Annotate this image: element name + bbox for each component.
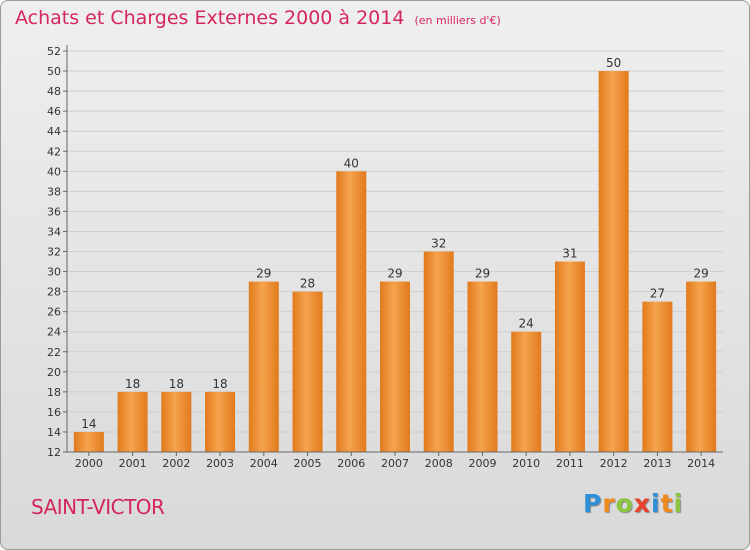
data-label-2006: 40	[344, 156, 359, 170]
data-label-2002: 18	[169, 377, 184, 391]
x-tick-label-2014: 2014	[687, 457, 715, 470]
y-tick-label: 16	[47, 406, 61, 419]
x-tick-label-2012: 2012	[600, 457, 628, 470]
commune-name: SAINT-VICTOR	[31, 495, 165, 519]
y-tick-label: 30	[47, 266, 61, 279]
y-tick-label: 32	[47, 246, 61, 259]
x-tick-label-2006: 2006	[337, 457, 365, 470]
logo-letter: t	[660, 489, 674, 518]
logo-letter: i	[673, 489, 684, 518]
y-tick-label: 46	[47, 105, 61, 118]
data-label-2008: 32	[431, 237, 446, 251]
y-tick-label: 26	[47, 306, 61, 319]
bar-2002	[161, 391, 192, 452]
bar-2001	[117, 391, 148, 452]
x-tick-label-2011: 2011	[556, 457, 584, 470]
y-tick-label: 42	[47, 145, 61, 158]
x-tick-label-2008: 2008	[425, 457, 453, 470]
x-tick-label-2004: 2004	[250, 457, 278, 470]
x-tick-label-2001: 2001	[119, 457, 147, 470]
logo-letter: o	[615, 489, 634, 518]
x-tick-label-2010: 2010	[512, 457, 540, 470]
y-tick-label: 18	[47, 386, 61, 399]
x-tick-label-2007: 2007	[381, 457, 409, 470]
data-label-2009: 29	[475, 267, 490, 281]
data-label-2005: 28	[300, 277, 315, 291]
y-tick-label: 52	[47, 45, 61, 58]
x-tick-label-2003: 2003	[206, 457, 234, 470]
bar-2004	[248, 281, 279, 452]
axes: 12 14 16 18 20 22 24 26 28 30 32 34 36 38 40 42 44 46 48 50…	[47, 45, 723, 470]
bar-2005	[292, 291, 323, 452]
bar-2008	[423, 251, 454, 452]
y-tick-label: 50	[47, 65, 61, 78]
data-label-2000: 14	[81, 417, 96, 431]
bar-2013	[642, 301, 673, 452]
logo-letter: P	[583, 489, 603, 518]
data-label-2013: 27	[650, 287, 665, 301]
data-label-2010: 24	[519, 317, 534, 331]
data-labels: 14 18 18 18 29 28 40 29 32 29 24 31 50 27 29	[81, 56, 709, 431]
y-tick-label: 48	[47, 85, 61, 98]
data-label-2007: 29	[387, 267, 402, 281]
y-tick-label: 28	[47, 286, 61, 299]
bar-2009	[467, 281, 498, 452]
bars	[73, 71, 717, 453]
bar-2000	[73, 431, 104, 452]
data-label-2012: 50	[606, 56, 621, 70]
y-tick-label: 14	[47, 426, 61, 439]
bar-2014	[686, 281, 717, 452]
logo-letter: i	[651, 489, 661, 518]
x-tick-label-2009: 2009	[468, 457, 496, 470]
bar-2010	[511, 331, 542, 452]
proxiti-logo: Proxiti	[583, 489, 683, 518]
data-label-2014: 29	[693, 267, 708, 281]
data-label-2011: 31	[562, 247, 577, 261]
y-tick-label: 20	[47, 366, 61, 379]
y-tick-label: 22	[47, 346, 61, 359]
y-tick-label: 44	[47, 125, 61, 138]
bar-2012	[598, 71, 629, 453]
x-tick-label-2000: 2000	[75, 457, 103, 470]
data-label-2001: 18	[125, 377, 140, 391]
bar-2007	[380, 281, 410, 452]
y-tick-label: 24	[47, 326, 61, 339]
bar-2006	[336, 171, 367, 453]
y-tick-label: 36	[47, 205, 61, 218]
chart-title: Achats et Charges Externes 2000 à 2014 (e…	[15, 7, 501, 29]
data-label-2003: 18	[212, 377, 227, 391]
logo-letter: x	[633, 489, 651, 518]
y-tick-label: 40	[47, 165, 61, 178]
y-tick-label: 34	[47, 225, 61, 238]
data-label-2004: 29	[256, 267, 271, 281]
logo-letter: r	[602, 489, 616, 518]
bar-2003	[205, 391, 236, 452]
x-tick-label-2002: 2002	[162, 457, 190, 470]
y-tick-label: 12	[47, 446, 61, 459]
title-text: Achats et Charges Externes 2000 à 2014	[15, 7, 405, 29]
y-tick-label: 38	[47, 185, 61, 198]
x-tick-label-2013: 2013	[643, 457, 671, 470]
x-tick-label-2005: 2005	[294, 457, 322, 470]
bar-2011	[554, 261, 585, 452]
unit-note: (en milliers d'€)	[414, 14, 501, 27]
